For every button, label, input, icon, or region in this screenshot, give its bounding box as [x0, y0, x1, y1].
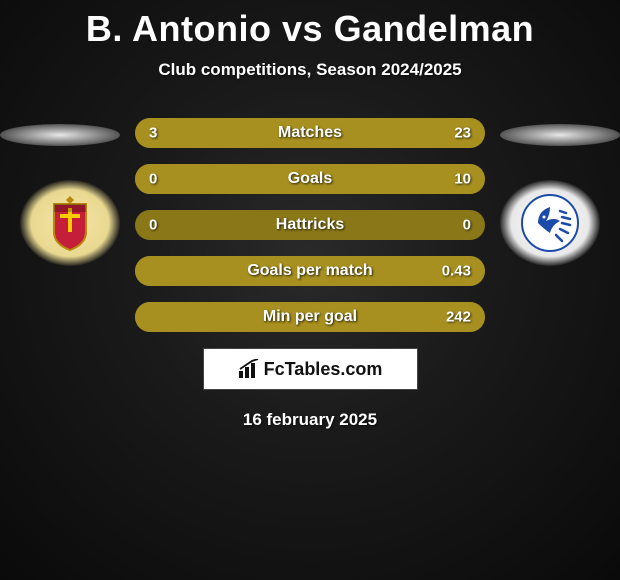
stat-row: 0 0 Hattricks	[135, 210, 485, 240]
stat-label: Min per goal	[263, 308, 357, 326]
shadow-left	[0, 124, 120, 146]
vs-text: vs	[282, 8, 323, 49]
club-crest-right-icon	[520, 193, 580, 253]
player2-name: Gandelman	[334, 8, 535, 49]
stat-row: 242 Min per goal	[135, 302, 485, 332]
stat-value-left: 0	[149, 217, 157, 234]
badge-circle-right	[500, 180, 600, 266]
club-crest-left-icon	[46, 194, 94, 252]
team-badge-right	[500, 180, 600, 266]
stat-label: Hattricks	[276, 216, 344, 234]
team-badge-left	[20, 180, 120, 266]
stat-row: 0.43 Goals per match	[135, 256, 485, 286]
stat-row: 0 10 Goals	[135, 164, 485, 194]
stat-row: 3 23 Matches	[135, 118, 485, 148]
brand-box[interactable]: FcTables.com	[203, 348, 418, 390]
stat-value-right: 0	[463, 217, 471, 234]
stat-value-right: 23	[454, 125, 471, 142]
stat-label: Matches	[278, 124, 342, 142]
brand-text: FcTables.com	[264, 359, 383, 380]
brand-chart-icon	[238, 359, 260, 379]
stat-value-right: 242	[446, 309, 471, 326]
stat-label: Goals per match	[247, 262, 372, 280]
subtitle: Club competitions, Season 2024/2025	[0, 60, 620, 80]
date-text: 16 february 2025	[0, 410, 620, 430]
player1-name: B. Antonio	[86, 8, 272, 49]
stat-bars: 3 23 Matches 0 10 Goals 0 0 Hattricks 0.43 Goals p…	[135, 118, 485, 332]
stat-value-left: 0	[149, 171, 157, 188]
stat-label: Goals	[288, 170, 332, 188]
badge-circle-left	[20, 180, 120, 266]
shadow-right	[500, 124, 620, 146]
comparison-panel: 3 23 Matches 0 10 Goals 0 0 Hattricks 0.43 Goals p…	[0, 118, 620, 430]
stat-value-left: 3	[149, 125, 157, 142]
page-title: B. Antonio vs Gandelman	[0, 0, 620, 50]
stat-value-right: 0.43	[442, 263, 471, 280]
stat-value-right: 10	[454, 171, 471, 188]
